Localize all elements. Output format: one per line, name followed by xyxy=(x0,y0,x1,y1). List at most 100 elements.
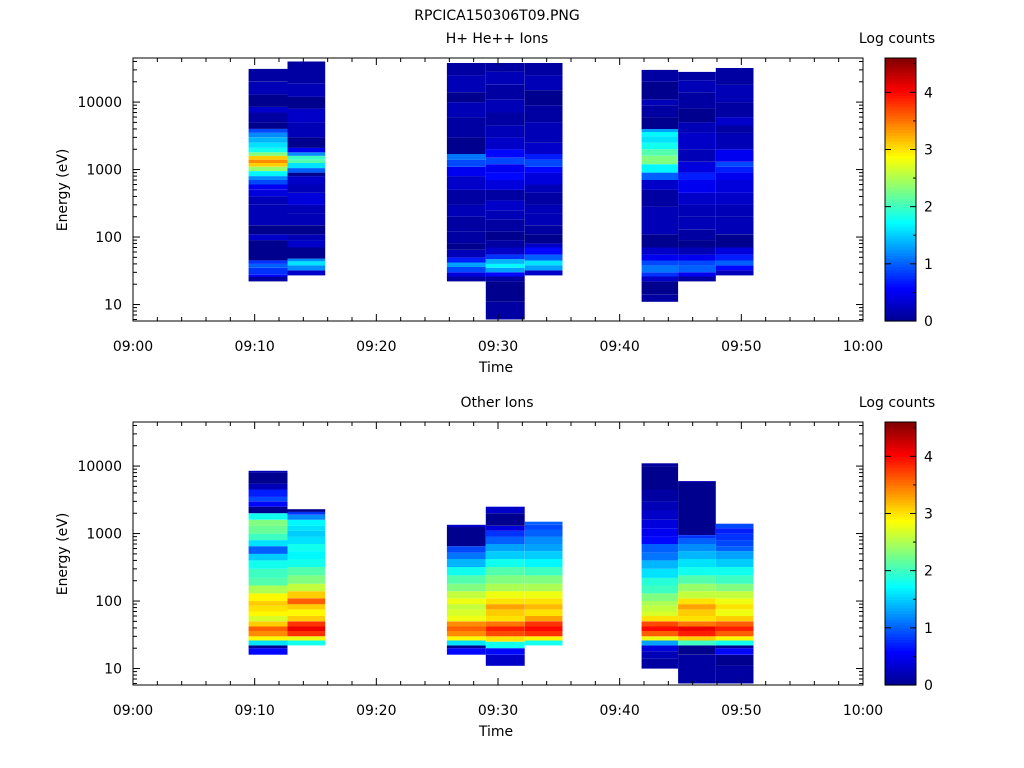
spectrogram-cell xyxy=(248,276,288,282)
colorbar-segment xyxy=(885,504,916,509)
x-tick-label: 09:20 xyxy=(356,703,396,719)
spectrogram-cell xyxy=(524,154,563,160)
spectrogram-cell xyxy=(248,260,288,264)
spectrogram-cell xyxy=(485,276,525,282)
spectrogram-cell xyxy=(485,240,525,248)
spectrogram-cell xyxy=(446,583,486,592)
spectrogram-cell xyxy=(715,665,754,684)
spectrogram-cell xyxy=(678,240,716,248)
spectrogram-cell xyxy=(248,506,288,514)
spectrogram-cell xyxy=(287,184,326,193)
spectrogram-cell xyxy=(641,585,679,594)
spectrogram-cell xyxy=(287,626,326,631)
colorbar-segment xyxy=(885,456,916,460)
spectrogram-cell xyxy=(524,609,563,616)
spectrogram-cell xyxy=(524,166,563,173)
spectrogram-cell xyxy=(248,616,288,622)
spectrogram-cell xyxy=(446,645,486,649)
spectrogram-cell xyxy=(287,122,326,138)
colorbar-segment xyxy=(885,109,916,113)
spectrogram-cell xyxy=(485,583,525,592)
colorbar-segment xyxy=(885,98,916,102)
spectrogram-cell xyxy=(641,489,679,502)
colorbar-segment xyxy=(885,206,916,211)
spectrogram-cell xyxy=(524,260,563,266)
colorbar-tick-label: 0 xyxy=(924,678,933,694)
spectrogram-cell xyxy=(485,626,525,631)
colorbar-tick-label: 3 xyxy=(924,142,933,158)
spectrogram-cell xyxy=(678,616,716,622)
spectrogram-cell xyxy=(446,575,486,584)
colorbar-segment xyxy=(885,300,916,305)
spectrogram-cell xyxy=(287,583,326,592)
y-tick-label: 100 xyxy=(95,594,122,610)
spectrogram-cell xyxy=(641,276,679,282)
colorbar-segment xyxy=(885,66,916,71)
colorbar-segment xyxy=(885,235,916,239)
colorbar-segment xyxy=(885,209,916,213)
spectrogram-cell xyxy=(485,648,525,655)
colorbar-segment xyxy=(885,584,916,589)
spectrogram-cell xyxy=(287,559,326,567)
colorbar-segment xyxy=(885,513,916,517)
spectrogram-cell xyxy=(287,604,326,610)
spectrogram-cell xyxy=(715,172,754,180)
spectrogram-cell xyxy=(287,137,326,148)
colorbar-segment xyxy=(885,624,916,629)
spectrogram-cell xyxy=(248,204,288,226)
spectrogram-cell xyxy=(641,616,679,622)
colorbar-segment xyxy=(885,143,916,148)
spectrogram-cell xyxy=(287,247,326,259)
spectrogram-cell xyxy=(248,560,288,569)
spectrogram-cell xyxy=(485,559,525,567)
spectrogram-cell xyxy=(678,161,716,173)
spectrogram-cell xyxy=(446,567,486,576)
colorbar-segment xyxy=(885,587,916,592)
spectrogram-cell xyxy=(287,159,326,163)
spectrogram-cell xyxy=(715,609,754,616)
spectrogram-cell xyxy=(446,243,486,250)
spectrogram-cell xyxy=(485,654,525,666)
spectrogram-cell xyxy=(248,553,288,561)
spectrogram-cell xyxy=(248,546,288,554)
spectrogram-cell xyxy=(287,155,326,160)
spectrogram-cell xyxy=(715,166,754,173)
colorbar-segment xyxy=(885,530,916,535)
spectrogram-cell xyxy=(485,641,525,649)
spectrogram-cell xyxy=(678,631,716,637)
colorbar-segment xyxy=(885,72,916,76)
colorbar-tick-label: 4 xyxy=(924,85,933,101)
spectrogram-cell xyxy=(248,648,288,655)
colorbar-segment xyxy=(885,613,916,617)
spectrogram-scans xyxy=(248,463,754,684)
spectrogram-cell xyxy=(715,540,754,547)
spectrogram-cell xyxy=(248,159,288,163)
colorbar-segment xyxy=(885,499,916,503)
spectrogram-cell xyxy=(641,180,679,190)
colorbar-segment xyxy=(885,158,916,162)
spectrogram-cell xyxy=(485,263,525,268)
colorbar-segment xyxy=(885,215,916,219)
spectrogram-cell xyxy=(715,216,754,235)
spectrogram-cell xyxy=(678,538,716,544)
spectrogram-cell xyxy=(641,247,679,255)
spectrogram-cell xyxy=(446,598,486,605)
colorbar-segment xyxy=(885,627,916,632)
spectrogram-cell xyxy=(641,519,679,529)
x-tick-label: 09:50 xyxy=(721,703,761,719)
spectrogram-cell xyxy=(248,240,288,248)
colorbar-segment xyxy=(885,467,916,472)
spectrogram-cell xyxy=(678,132,716,150)
colorbar-segment xyxy=(885,573,916,577)
colorbar-segment xyxy=(885,166,916,171)
spectrogram-cell xyxy=(248,568,288,578)
spectrogram-cell xyxy=(248,631,288,637)
spectrogram-cell xyxy=(287,514,326,520)
spectrogram-cell xyxy=(641,510,679,520)
spectrogram-cell xyxy=(485,598,525,605)
spectrogram-cell xyxy=(678,108,716,123)
spectrogram-cell xyxy=(248,147,288,153)
spectrogram-cell xyxy=(248,132,288,138)
spectrogram-cell xyxy=(248,585,288,594)
